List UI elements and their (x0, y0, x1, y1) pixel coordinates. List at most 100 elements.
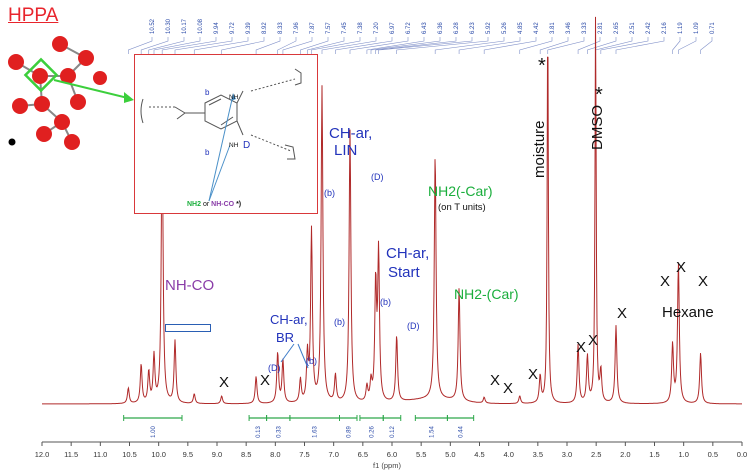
inset-legend-nhco: NH-CO (211, 201, 235, 208)
peak-value-label: 3.81 (550, 22, 556, 34)
peak-connector (277, 37, 297, 54)
x-tick-label: 10.5 (122, 450, 137, 459)
peak-value-label: 2.42 (646, 22, 652, 34)
peak-connector (587, 37, 617, 54)
peak-value-label: 4.42 (534, 22, 540, 34)
peak-connector (547, 37, 585, 54)
integral-value-label: 0.33 (276, 426, 282, 438)
x-marker: X (588, 332, 599, 349)
annotation-nh2-t: NH2(-Car) (428, 183, 493, 199)
x-tick-label: 11.0 (93, 450, 107, 459)
peak-value-label: 6.72 (406, 22, 412, 34)
integral-value-label: 1.63 (313, 426, 319, 438)
annotation-ch-ar-br-2: BR (276, 330, 295, 345)
spectrum-line (42, 16, 742, 405)
peak-value-label: 10.08 (198, 18, 204, 34)
x-tick-label: 12.0 (35, 450, 50, 459)
inset-legend-or: or (202, 201, 210, 208)
annotation-b-mid: (b) (334, 317, 345, 327)
peak-value-label: 3.46 (566, 22, 572, 34)
peak-value-label: 2.81 (598, 22, 604, 34)
peak-value-label: 5.26 (502, 22, 508, 34)
x-axis-title: f1 (ppm) (373, 461, 401, 470)
peak-connector (311, 37, 361, 54)
annotation-nh-co: NH-CO (165, 277, 215, 294)
x-tick-label: 5.5 (416, 450, 426, 459)
x-tick-label: 3.0 (562, 450, 572, 459)
peak-connector (221, 37, 265, 54)
peak-value-label: 1.19 (678, 22, 684, 34)
annotation-ch-ar-start-2: Start (388, 264, 420, 281)
annotation-dmso: DMSO (589, 105, 606, 150)
x-marker: X (660, 273, 671, 290)
integral-value-label: 1.54 (429, 426, 435, 438)
peak-value-label: 0.71 (710, 22, 716, 34)
peak-value-label: 6.36 (438, 22, 444, 34)
annotation-moisture: moisture (531, 120, 548, 178)
peak-connector (434, 37, 505, 54)
peak-value-label: 7.20 (374, 22, 380, 34)
structure-inset: b b D NH NH NH2 or NH-CO *) (134, 54, 318, 214)
peak-connector (375, 37, 457, 54)
annotation-d-br: (D) (268, 363, 281, 373)
pointer-lines (280, 343, 309, 369)
x-marker: X (576, 339, 587, 356)
x-tick-label: 7.5 (299, 450, 309, 459)
annotation-hexane: Hexane (662, 304, 714, 321)
peak-value-label: 6.28 (454, 22, 460, 34)
peak-value-label: 6.43 (422, 22, 428, 34)
inset-nh-bottom: NH (229, 142, 239, 149)
integral-value-label: 0.26 (370, 426, 376, 438)
inset-legend-nh2: NH2 (187, 201, 202, 208)
peak-connector (378, 37, 473, 54)
annotation-nh2-t-units: (on T units) (438, 202, 486, 213)
x-tick-label: 1.0 (678, 450, 688, 459)
x-tick-label: 6.0 (387, 450, 397, 459)
peak-connector (321, 37, 377, 54)
x-marker: X (503, 380, 514, 397)
peak-value-label: 10.17 (182, 18, 188, 34)
peak-connector (366, 37, 425, 54)
chart-title: HPPA (8, 5, 59, 26)
annotation-b-br: (b) (306, 356, 317, 366)
x-axis-ticks: 12.0 11.5 11.0 10.5 10.0 9.5 9.0 8.5 8.0 7.5 7.0 6.… (35, 442, 747, 459)
integral-value-label: 0.89 (346, 426, 352, 438)
peak-value-label: 5.92 (486, 22, 492, 34)
inset-legend-star: *) (236, 201, 242, 208)
integral-value-label: 0.12 (390, 426, 396, 438)
x-tick-label: 0.5 (708, 450, 718, 459)
integral-value-label: 0.44 (459, 426, 465, 438)
nhco-highlight-box (165, 324, 211, 332)
x-marker: X (698, 273, 709, 290)
peak-value-label: 7.96 (294, 22, 300, 34)
x-tick-label: 4.5 (474, 450, 484, 459)
peak-value-label: 9.72 (230, 22, 236, 34)
peak-value-label: 7.45 (342, 22, 348, 34)
peak-connector (396, 37, 489, 54)
annotation-d-top: (D) (371, 172, 384, 182)
peak-connector (193, 37, 249, 54)
x-tick-label: 11.5 (64, 450, 78, 459)
x-tick-label: 1.5 (649, 450, 659, 459)
integral-bars: 1.00 0.13 0.33 1.63 0.89 0.26 0.12 1.54 0.44 (123, 415, 475, 438)
peak-connector (519, 37, 553, 54)
x-marker: X (617, 305, 628, 322)
peak-list-labels: 10.52 10.30 10.17 10.08 9.94 9.72 9.39 8.92 8.33… (128, 18, 716, 54)
inset-b-top: b (205, 88, 210, 97)
x-marker: X (490, 372, 501, 389)
peak-connector (615, 37, 665, 54)
peak-connector (335, 37, 393, 54)
peak-value-label: 1.09 (694, 22, 700, 34)
annotation-ch-ar-lin-2: LIN (334, 142, 358, 159)
peak-connector (458, 37, 521, 54)
annotation-ch-ar-start-1: CH-ar, (386, 245, 430, 262)
dmso-star: * (595, 84, 603, 106)
peak-connector (539, 37, 569, 54)
peak-value-label: 8.92 (262, 22, 268, 34)
peak-connector (161, 37, 217, 54)
x-tick-label: 0.0 (737, 450, 747, 459)
x-tick-label: 3.5 (533, 450, 543, 459)
peak-value-label: 7.87 (310, 22, 316, 34)
annotation-nh2-car: NH2-(Car) (454, 286, 519, 302)
